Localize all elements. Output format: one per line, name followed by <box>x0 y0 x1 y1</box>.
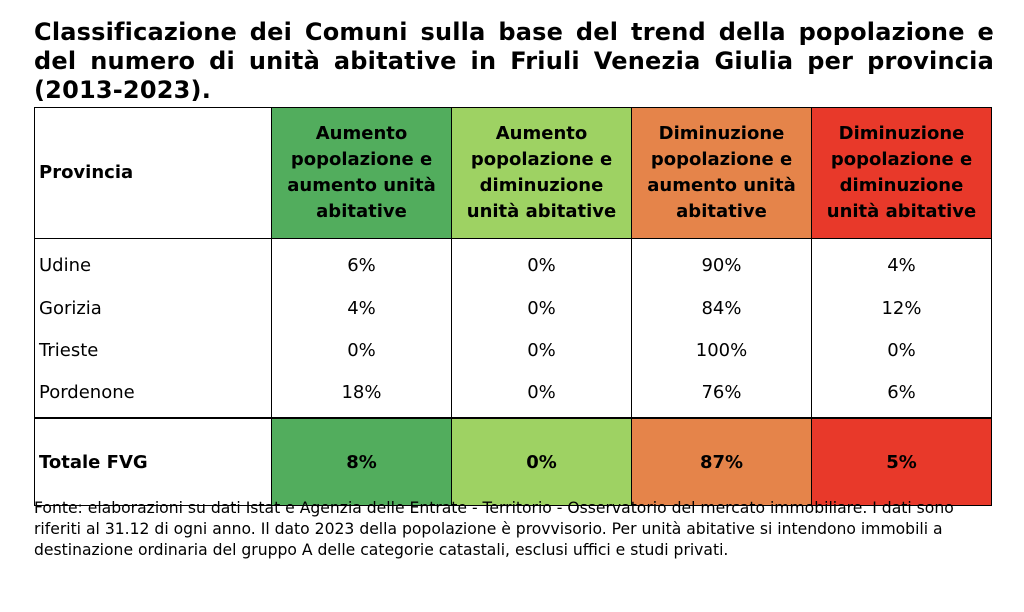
table-row: Gorizia 4% 0% 84% 12% <box>35 287 992 329</box>
row-value-col1: 6% <box>271 238 452 287</box>
document-title: Classificazione dei Comuni sulla base de… <box>34 18 994 104</box>
total-value-col4: 5% <box>811 417 992 506</box>
header-aumento-diminuzione: Aumento popolazione e diminuzione unità … <box>451 107 632 239</box>
table-row: Udine 6% 0% 90% 4% <box>35 238 992 287</box>
row-value-col3: 100% <box>631 329 812 371</box>
header-provincia: Provincia <box>34 107 272 239</box>
row-value-col1: 4% <box>271 287 452 329</box>
row-value-col2: 0% <box>451 238 632 287</box>
row-provincia: Udine <box>39 254 92 276</box>
total-value-col1: 8% <box>271 417 452 506</box>
total-value-col2: 0% <box>451 417 632 506</box>
row-value-col4: 4% <box>811 238 992 287</box>
row-provincia: Gorizia <box>39 297 102 319</box>
total-value-col3: 87% <box>631 417 812 506</box>
row-value-col3: 76% <box>631 371 812 418</box>
row-provincia: Pordenone <box>39 381 135 403</box>
row-value-col4: 12% <box>811 287 992 329</box>
table-row: Trieste 0% 0% 100% 0% <box>35 329 992 371</box>
row-value-col3: 84% <box>631 287 812 329</box>
header-diminuzione-diminuzione: Diminuzione popolazione e diminuzione un… <box>811 107 992 239</box>
row-value-col1: 18% <box>271 371 452 418</box>
header-diminuzione-aumento: Diminuzione popolazione e aumento unità … <box>631 107 812 239</box>
row-value-col2: 0% <box>451 287 632 329</box>
row-value-col2: 0% <box>451 371 632 418</box>
row-value-col3: 90% <box>631 238 812 287</box>
row-provincia: Trieste <box>39 339 99 361</box>
row-value-col2: 0% <box>451 329 632 371</box>
total-row: Totale FVG 8% 0% 87% 5% <box>34 417 992 506</box>
row-value-col1: 0% <box>271 329 452 371</box>
row-value-col4: 6% <box>811 371 992 418</box>
classification-table: Provincia Aumento popolazione e aumento … <box>34 107 992 506</box>
total-label: Totale FVG <box>34 417 272 506</box>
source-note: Fonte: elaborazioni su dati Istat e Agen… <box>34 499 954 559</box>
row-value-col4: 0% <box>811 329 992 371</box>
table-row: Pordenone 18% 0% 76% 6% <box>35 371 992 418</box>
header-aumento-aumento: Aumento popolazione e aumento unità abit… <box>271 107 452 239</box>
table-header-row: Provincia Aumento popolazione e aumento … <box>34 107 992 239</box>
